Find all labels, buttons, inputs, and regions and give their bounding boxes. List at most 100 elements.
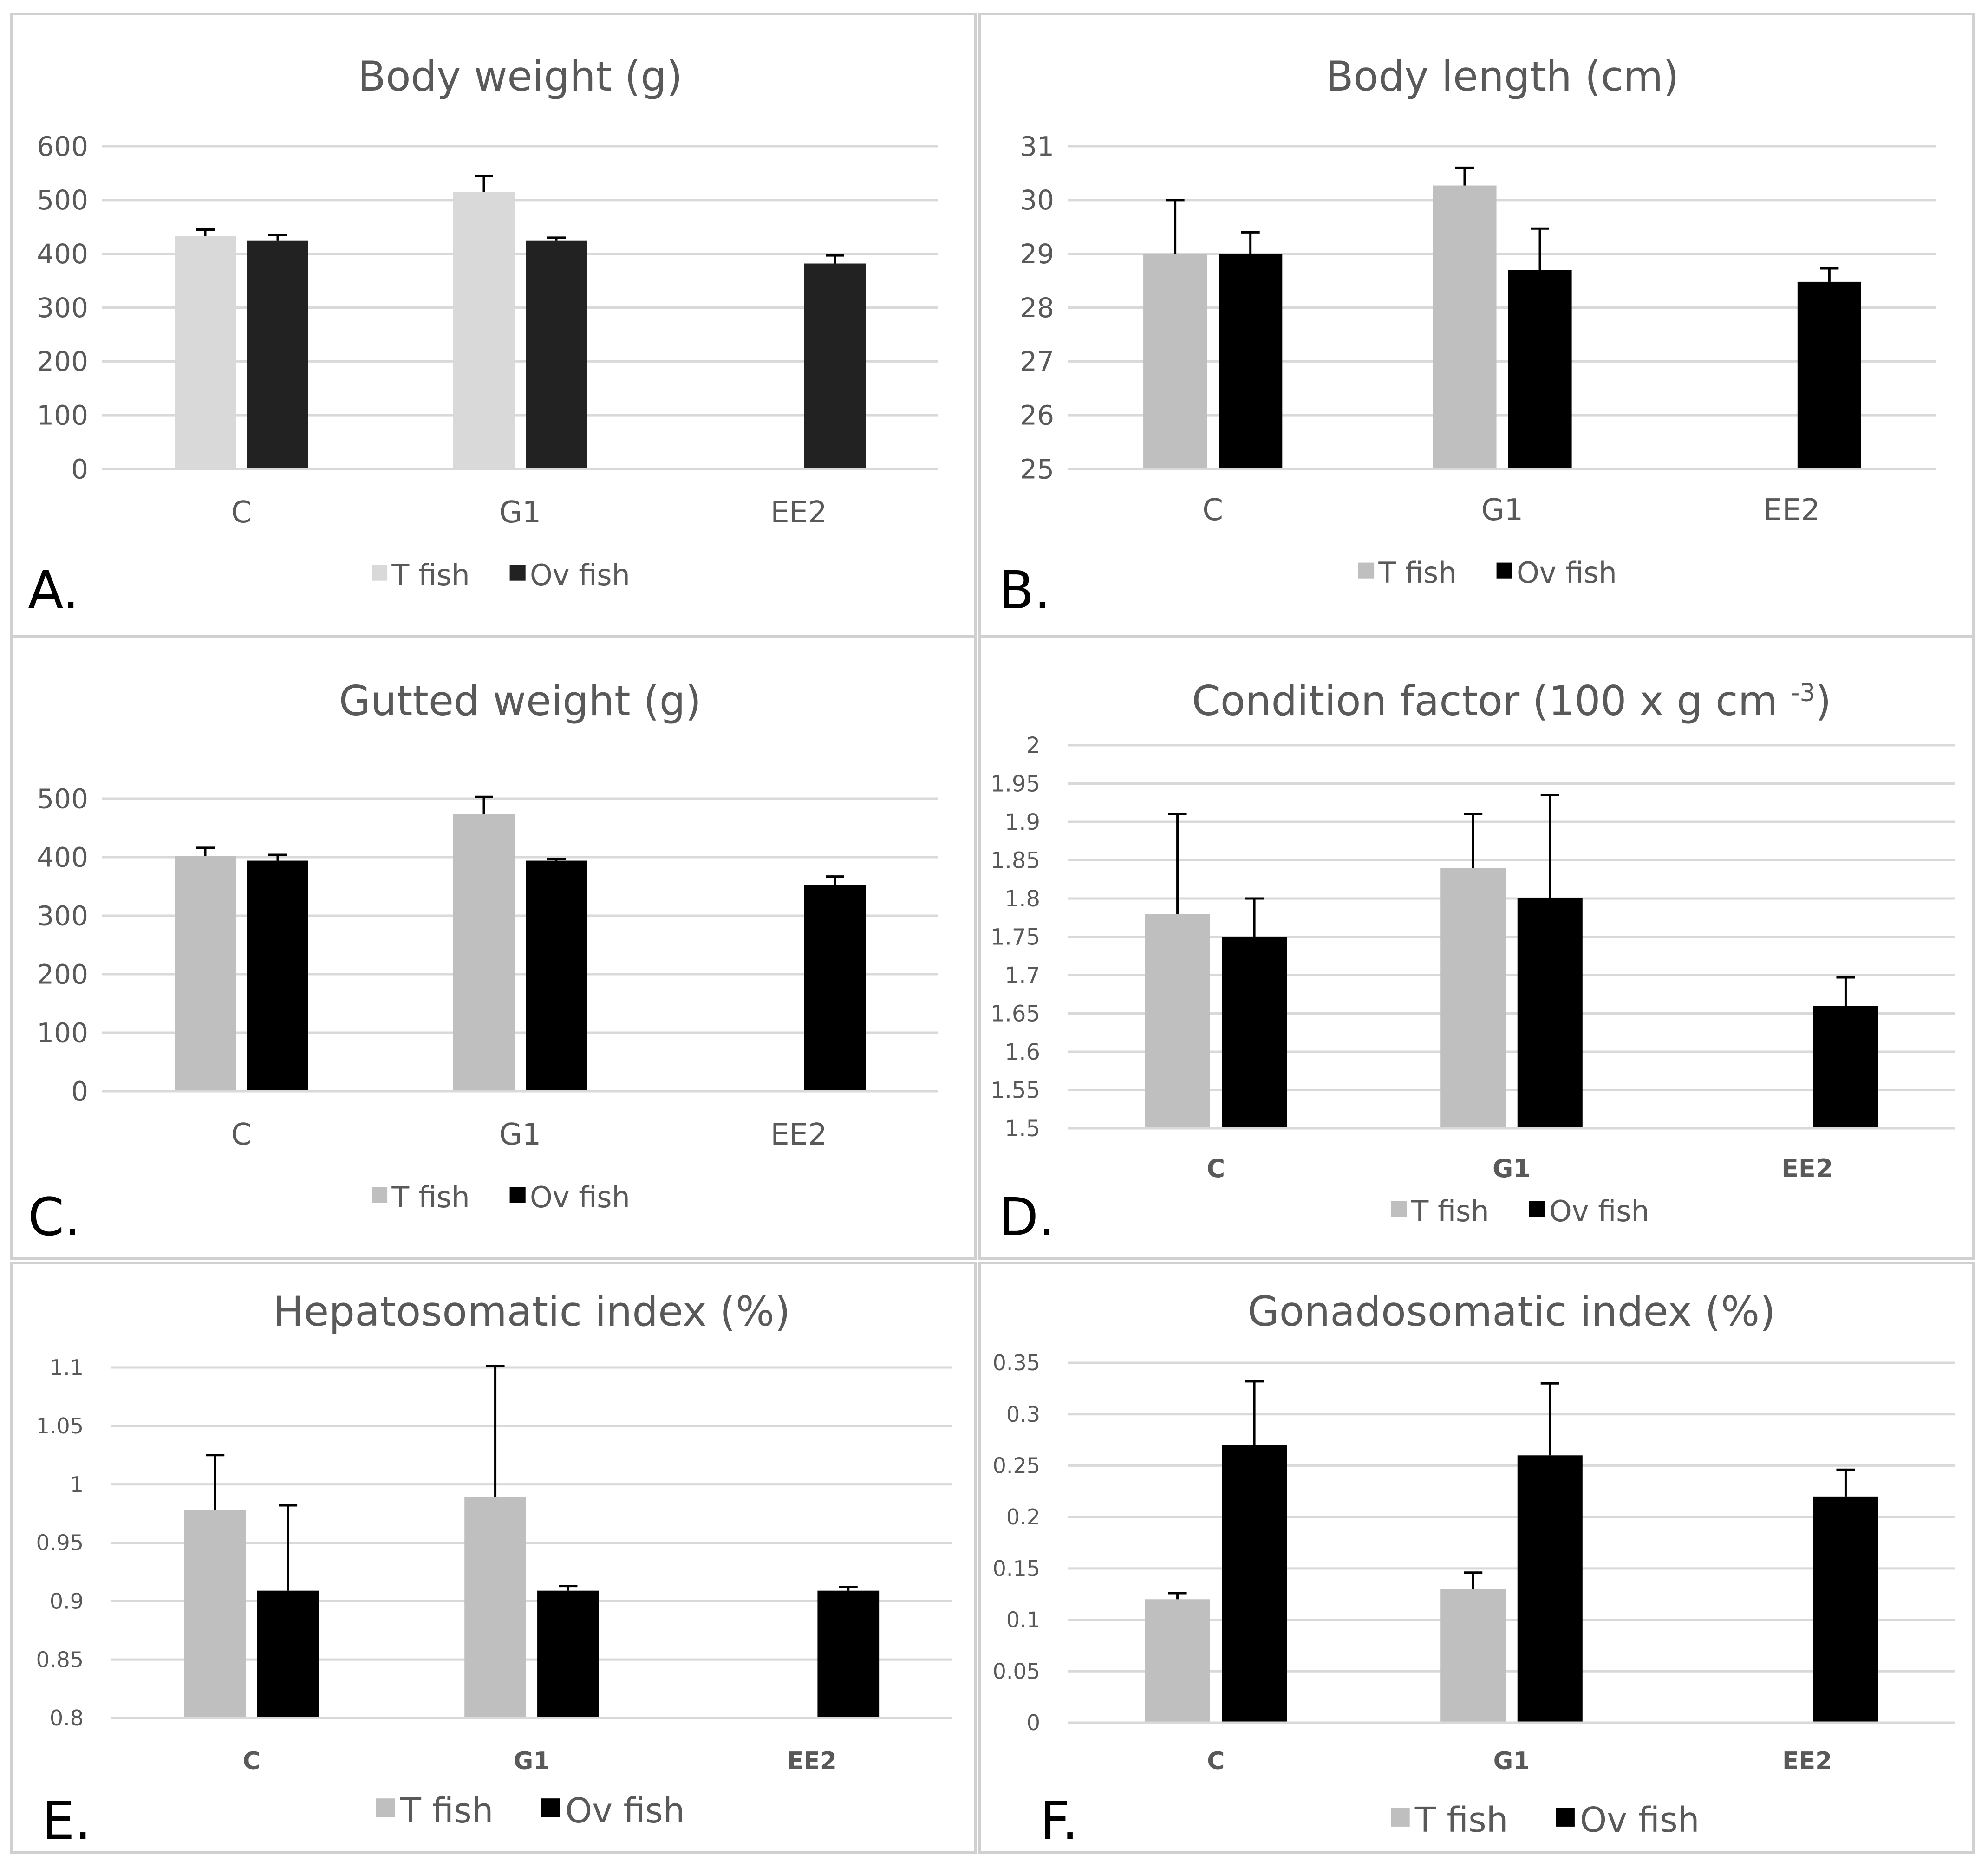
- y-tick-label: 0.3: [1006, 1402, 1040, 1427]
- y-tick-label: 0.85: [36, 1647, 84, 1672]
- legend-swatch: [509, 1187, 526, 1203]
- bar-ov-fish-c: [247, 860, 308, 1091]
- chart-title-suffix: ): [1815, 677, 1831, 725]
- chart-title-superscript: -3: [1791, 679, 1815, 707]
- y-tick-label: 200: [37, 958, 88, 990]
- panel-letter: F.: [1040, 1791, 1078, 1851]
- legend-swatch: [1358, 562, 1375, 579]
- bar-ov-fish-c: [1222, 1445, 1287, 1723]
- bar-ov-fish-c: [1222, 937, 1287, 1128]
- y-tick-label: 1.85: [991, 847, 1040, 873]
- bar-ov-fish-ee2: [804, 263, 866, 469]
- x-tick-label: EE2: [1782, 1747, 1832, 1775]
- x-tick-label: C: [1207, 1747, 1225, 1775]
- y-tick-label: 28: [1020, 292, 1054, 324]
- y-tick-label: 0: [1027, 1710, 1040, 1735]
- y-tick-label: 1.95: [991, 771, 1040, 797]
- bar-t-fish-g1: [453, 814, 515, 1091]
- x-tick-label: C: [231, 495, 252, 530]
- panel-letter: E.: [42, 1791, 91, 1851]
- bar-t-fish-g1: [453, 192, 515, 469]
- y-tick-label: 300: [37, 292, 88, 324]
- y-tick-label: 300: [37, 900, 88, 931]
- y-tick-label: 30: [1020, 184, 1054, 216]
- x-tick-label: C: [1202, 493, 1223, 527]
- x-tick-label: G1: [499, 495, 541, 530]
- legend-swatch: [1529, 1201, 1545, 1217]
- panel-letter: C.: [28, 1187, 81, 1248]
- bar-ov-fish-ee2: [804, 885, 866, 1091]
- bar-ov-fish-ee2: [1813, 1006, 1878, 1128]
- legend-swatch: [376, 1798, 395, 1817]
- legend-label: T fish: [391, 558, 469, 592]
- chart-title: Body weight (g): [358, 52, 682, 100]
- legend-label: Ov fish: [530, 558, 630, 592]
- x-tick-label: C: [243, 1747, 261, 1775]
- legend-label: T fish: [400, 1791, 494, 1831]
- legend-label: Ov fish: [565, 1791, 685, 1831]
- y-tick-label: 1.6: [1005, 1039, 1040, 1065]
- panel-0: Body weight (g) 0 100 200 300 400 500 600 C G1 EE2…: [10, 13, 977, 638]
- chart-title: Gonadosomatic index (%): [1247, 1288, 1775, 1335]
- panel-letter: A.: [28, 560, 79, 621]
- panel-letter: D.: [998, 1187, 1055, 1248]
- y-tick-label: 1: [70, 1472, 84, 1497]
- y-tick-label: 0.05: [993, 1659, 1040, 1684]
- x-tick-label: C: [231, 1118, 252, 1152]
- legend-label: T fish: [391, 1180, 469, 1214]
- y-tick-label: 500: [37, 184, 88, 216]
- x-tick-label: G1: [1493, 1154, 1531, 1183]
- y-tick-label: 29: [1020, 238, 1054, 270]
- panel-5: Gonadosomatic index (%) 0 0.05 0.1 0.15 0.2 0.…: [978, 1262, 1975, 1854]
- y-tick-label: 31: [1020, 130, 1054, 162]
- y-tick-label: 0: [71, 1075, 88, 1107]
- y-tick-label: 0.15: [993, 1556, 1040, 1581]
- legend-label: Ov fish: [1517, 556, 1617, 590]
- bar-t-fish-c: [175, 236, 236, 469]
- bar-ov-fish-g1: [1517, 898, 1583, 1128]
- bar-ov-fish-g1: [526, 240, 587, 469]
- legend-swatch: [372, 1187, 388, 1203]
- y-tick-label: 1.55: [991, 1077, 1040, 1103]
- y-tick-label: 0.95: [36, 1530, 84, 1556]
- y-tick-label: 1.7: [1005, 963, 1040, 989]
- y-tick-label: 2: [1026, 733, 1040, 759]
- legend-label: Ov fish: [1580, 1800, 1700, 1840]
- panel-1: Body length (cm) 25 26 27 28 29 30 31 C G1 EE2 T fi…: [978, 13, 1975, 638]
- x-tick-label: EE2: [770, 1118, 827, 1152]
- bar-ov-fish-ee2: [1813, 1496, 1878, 1723]
- bar-ov-fish-c: [1219, 254, 1283, 469]
- y-tick-label: 100: [37, 399, 88, 431]
- y-tick-label: 0.25: [993, 1453, 1040, 1478]
- legend-swatch: [1496, 562, 1512, 579]
- panel-letter: B.: [998, 560, 1050, 621]
- bar-t-fish-g1: [1440, 868, 1506, 1128]
- x-tick-label: G1: [1481, 493, 1523, 527]
- y-tick-label: 26: [1020, 399, 1054, 431]
- x-tick-label: G1: [1493, 1747, 1530, 1775]
- y-tick-label: 0.8: [50, 1705, 84, 1731]
- bar-ov-fish-c: [257, 1590, 319, 1718]
- y-tick-label: 1.9: [1005, 809, 1040, 835]
- y-tick-label: 1.65: [991, 1001, 1040, 1027]
- y-tick-label: 0.1: [1006, 1608, 1040, 1633]
- legend-swatch: [1556, 1808, 1575, 1827]
- x-tick-label: EE2: [1764, 493, 1820, 527]
- legend-label: T fish: [1378, 556, 1456, 590]
- x-tick-label: EE2: [770, 495, 827, 530]
- panel-4: Hepatosomatic index (%) 0.8 0.85 0.9 0.95 1 1.…: [10, 1262, 977, 1854]
- chart-title: Hepatosomatic index (%): [273, 1288, 790, 1335]
- y-tick-label: 27: [1020, 346, 1054, 378]
- bar-t-fish-c: [1145, 914, 1210, 1128]
- legend-label: T fish: [1410, 1194, 1489, 1228]
- y-tick-label: 500: [37, 783, 88, 814]
- y-tick-label: 0.2: [1006, 1504, 1040, 1530]
- legend-label: T fish: [1414, 1800, 1508, 1840]
- legend-swatch: [1391, 1201, 1407, 1217]
- legend-swatch: [509, 565, 526, 581]
- bar-ov-fish-c: [247, 240, 308, 469]
- y-tick-label: 1.05: [36, 1413, 84, 1438]
- panel-frame: [978, 1262, 1975, 1854]
- bar-t-fish-g1: [1440, 1589, 1506, 1723]
